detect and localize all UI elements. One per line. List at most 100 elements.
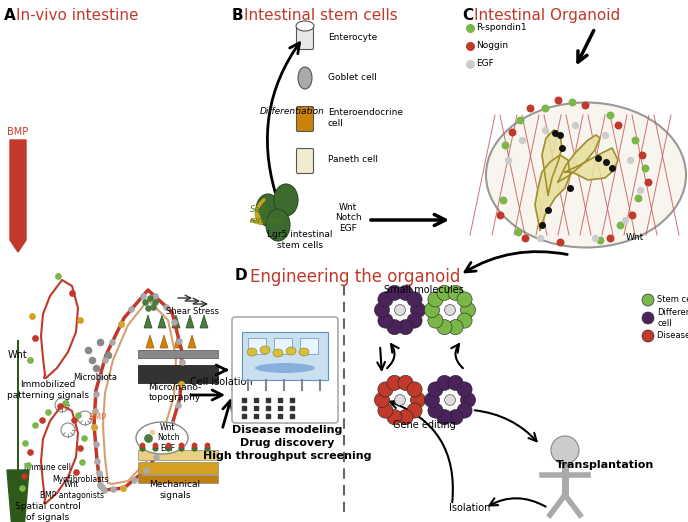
Polygon shape [160,335,168,348]
Point [94,338,105,346]
Point [166,420,178,429]
Polygon shape [174,335,182,348]
Point [140,466,151,474]
Point [52,272,63,280]
Point [275,412,286,420]
Circle shape [387,319,402,335]
FancyBboxPatch shape [232,317,338,423]
Point [147,303,158,311]
Text: Transplantation: Transplantation [556,460,654,470]
Polygon shape [542,130,562,195]
Text: Spatial control
of signals: Spatial control of signals [15,502,81,521]
Text: BMP: BMP [8,127,29,137]
Point [643,178,654,186]
Bar [138,462,218,474]
Point [202,444,213,452]
Ellipse shape [256,194,280,226]
Text: Cell isolation: Cell isolation [190,377,252,387]
Text: Small molecules: Small molecules [384,285,464,295]
Point [103,351,114,359]
Point [19,472,30,480]
Point [30,334,41,342]
Text: Intestinal stem cells: Intestinal stem cells [244,8,398,23]
Point [90,389,101,398]
Point [519,234,530,242]
Point [543,206,554,214]
Point [632,194,643,202]
Point [605,111,616,119]
Point [54,402,65,410]
Text: Shear Stress: Shear Stress [166,307,219,316]
Point [517,136,528,144]
Point [25,448,36,456]
Text: Engineering the organoid: Engineering the organoid [250,268,460,286]
Point [30,421,41,429]
Text: High throughput screening: High throughput screening [203,451,372,461]
Bar [300,338,318,354]
Point [162,444,173,452]
Circle shape [457,292,472,307]
Text: Goblet cell: Goblet cell [328,74,377,82]
Point [25,356,36,364]
Point [579,101,590,109]
Point [87,356,98,364]
Point [144,294,155,302]
Point [67,289,78,297]
Point [557,144,568,152]
Text: EGF: EGF [476,60,494,68]
Circle shape [457,313,472,328]
Circle shape [411,393,426,408]
Point [570,121,581,129]
Circle shape [387,410,402,425]
Circle shape [398,286,413,301]
Point [464,42,475,50]
Point [117,484,128,492]
Ellipse shape [274,184,298,216]
Point [175,444,186,452]
Circle shape [407,313,422,328]
Ellipse shape [286,347,296,355]
Circle shape [428,403,443,418]
Ellipse shape [273,349,283,357]
Circle shape [378,403,393,418]
Text: R-spondin1: R-spondin1 [476,23,526,32]
Point [497,196,508,204]
Point [590,234,601,242]
Circle shape [378,313,393,328]
Point [539,126,550,134]
Text: Enterocyte: Enterocyte [328,33,377,42]
Circle shape [387,375,402,390]
Point [90,440,101,448]
Ellipse shape [136,422,188,454]
Point [550,129,561,137]
Point [502,156,513,164]
Text: C: C [462,8,473,23]
Point [129,476,140,484]
Point [524,104,535,112]
Ellipse shape [266,209,290,241]
Point [464,24,475,32]
Point [93,469,104,477]
Point [630,136,641,144]
Point [263,404,274,412]
Text: Self-
renewal: Self- renewal [250,205,283,224]
Circle shape [428,313,443,328]
Point [117,484,128,492]
Point [149,444,160,452]
Text: Immune cell: Immune cell [25,464,72,472]
Point [149,298,160,306]
Point [239,412,250,420]
Circle shape [395,395,405,406]
Text: Wnt: Wnt [626,233,644,243]
Circle shape [411,302,426,317]
Point [640,164,651,172]
Circle shape [398,319,413,335]
Circle shape [437,410,452,425]
Point [594,236,605,244]
Point [513,228,524,236]
Point [250,396,261,404]
Circle shape [407,292,422,307]
Circle shape [374,302,389,317]
Text: Mechanical
signals: Mechanical signals [149,480,201,500]
Text: Gene editing: Gene editing [393,420,455,430]
